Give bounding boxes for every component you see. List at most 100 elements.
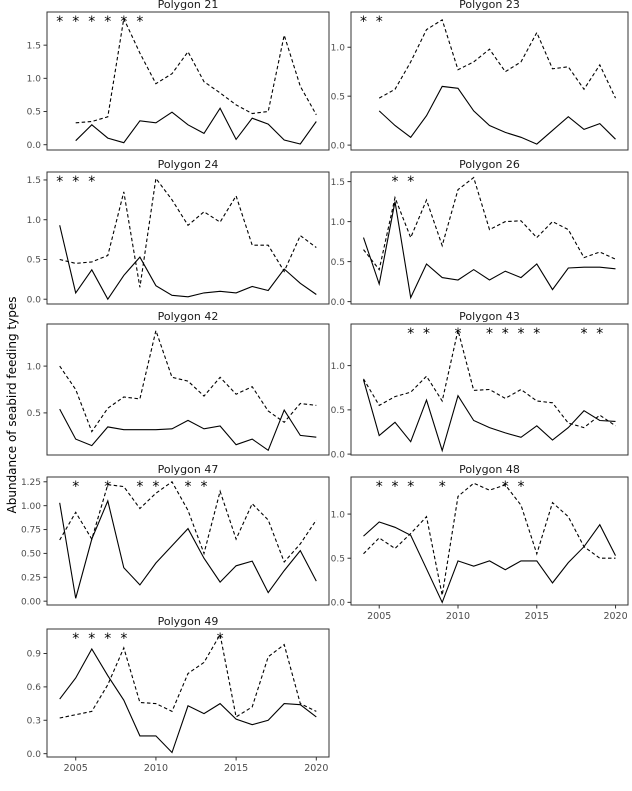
y-tick-label: 1.0 <box>27 75 42 85</box>
significance-asterisk: * <box>407 479 414 495</box>
significance-asterisk: * <box>454 326 461 342</box>
significance-asterisk: * <box>120 631 127 647</box>
y-axis-label: Abundance of seabird feeding types <box>5 296 19 514</box>
panel-border <box>350 11 629 151</box>
solid-series-line <box>362 201 616 300</box>
panel-title: Polygon 23 <box>459 0 520 11</box>
panel-polygon-24: Polygon 24 0.0 0.5 1.0 1.5 * * * <box>27 158 330 305</box>
panel-polygon-49: Polygon 49 0.0 0.3 0.6 0.9 2005 2010 2015 2020 * *… <box>27 615 330 774</box>
solid-series-line <box>75 107 317 145</box>
significance-asterisk: * <box>72 14 79 30</box>
y-tick-label: 1.0 <box>331 510 346 520</box>
panel-title: Polygon 24 <box>158 158 219 171</box>
significance-asterisk: * <box>502 479 509 495</box>
y-tick-label: 0.0 <box>27 750 42 760</box>
dashed-series-line <box>59 177 317 288</box>
panel-polygon-26: Polygon 26 0.0 0.5 1.0 1.5 * * <box>331 158 629 308</box>
x-tick-label: 2010 <box>446 611 470 622</box>
panel-title: Polygon 26 <box>459 158 520 171</box>
dashed-series-line <box>59 480 317 564</box>
significance-asterisk: * <box>502 326 509 342</box>
solid-series-line <box>59 647 317 754</box>
y-tick-label: 0.0 <box>331 298 346 308</box>
significance-asterisk: * <box>407 326 414 342</box>
y-tick-label: 1.0 <box>27 362 42 372</box>
x-tick-label: 2015 <box>525 611 549 622</box>
x-tick-label: 2005 <box>64 763 88 774</box>
dashed-series-line <box>363 330 616 429</box>
panel-border <box>46 171 330 305</box>
y-tick-label: 0.9 <box>27 650 42 660</box>
significance-asterisk: * <box>533 326 540 342</box>
y-tick-label: 0.5 <box>331 258 345 268</box>
y-tick-label: 1.0 <box>331 43 346 53</box>
y-tick-label: 0.5 <box>27 108 41 118</box>
panel-border <box>46 628 330 758</box>
significance-asterisk: * <box>72 631 79 647</box>
significance-asterisk: * <box>596 326 603 342</box>
dashed-series-line <box>378 18 616 99</box>
significance-asterisk: * <box>88 14 95 30</box>
significance-asterisk: * <box>518 326 525 342</box>
y-tick-label: 1.5 <box>331 178 345 188</box>
x-tick-label: 2020 <box>304 763 328 774</box>
y-tick-label: 1.5 <box>27 41 41 51</box>
significance-asterisk: * <box>104 14 111 30</box>
y-tick-label: 0.5 <box>331 406 345 416</box>
panel-border <box>46 476 330 606</box>
significance-asterisk: * <box>407 174 414 190</box>
significance-asterisk: * <box>104 479 111 495</box>
y-tick-label: 1.25 <box>21 478 41 488</box>
y-tick-label: 0.50 <box>21 550 41 560</box>
panel-border <box>46 11 330 151</box>
panel-polygon-43: Polygon 43 0.0 0.5 1.0 * * * * * * * * * <box>331 310 629 460</box>
significance-asterisk: * <box>360 14 367 30</box>
y-tick-label: 0.0 <box>331 450 346 460</box>
significance-asterisk: * <box>439 479 446 495</box>
significance-asterisk: * <box>120 14 127 30</box>
significance-asterisk: * <box>88 631 95 647</box>
y-tick-label: 0.0 <box>331 599 346 609</box>
significance-asterisk: * <box>72 479 79 495</box>
significance-asterisk: * <box>201 479 208 495</box>
solid-series-line <box>363 521 616 604</box>
significance-asterisk: * <box>581 326 588 342</box>
panel-border <box>350 476 629 606</box>
panel-title: Polygon 42 <box>158 310 219 323</box>
solid-series-line <box>362 379 616 453</box>
significance-asterisk: * <box>217 631 224 647</box>
significance-asterisk: * <box>486 326 493 342</box>
y-tick-label: 1.5 <box>27 176 41 186</box>
significance-asterisk: * <box>136 479 143 495</box>
x-tick-label: 2015 <box>224 763 248 774</box>
panel-polygon-42: Polygon 42 0.5 1.0 <box>27 310 330 456</box>
panel-polygon-48: Polygon 48 0.0 0.5 1.0 2005 2010 2015 2020 * * * * *… <box>331 463 629 622</box>
significance-asterisk: * <box>423 326 430 342</box>
panel-title: Polygon 49 <box>158 615 219 628</box>
significance-asterisk: * <box>152 479 159 495</box>
y-tick-label: 0.5 <box>27 409 41 419</box>
significance-asterisk: * <box>56 14 63 30</box>
panel-polygon-47: Polygon 47 0.00 0.25 0.50 0.75 1.00 1.25 * * * * * * <box>21 463 330 607</box>
y-tick-label: 0.5 <box>331 554 345 564</box>
y-tick-label: 0.5 <box>331 92 345 102</box>
y-tick-label: 0.0 <box>27 141 42 151</box>
panel-polygon-21: Polygon 21 0.0 0.5 1.0 1.5 * * * * * * <box>27 0 330 151</box>
y-tick-label: 0.25 <box>21 573 41 583</box>
y-tick-label: 1.0 <box>331 362 346 372</box>
dashed-series-line <box>363 176 616 271</box>
x-tick-label: 2005 <box>367 611 391 622</box>
panel-border <box>350 323 629 456</box>
x-tick-label: 2010 <box>144 763 168 774</box>
y-tick-label: 0.6 <box>27 683 42 693</box>
significance-asterisk: * <box>391 479 398 495</box>
y-tick-label: 0.5 <box>27 256 41 266</box>
significance-asterisk: * <box>136 14 143 30</box>
y-tick-label: 0.00 <box>21 597 41 607</box>
y-tick-label: 0.0 <box>331 141 346 151</box>
panel-title: Polygon 48 <box>459 463 520 476</box>
significance-asterisk: * <box>104 631 111 647</box>
solid-series-line <box>59 225 317 301</box>
